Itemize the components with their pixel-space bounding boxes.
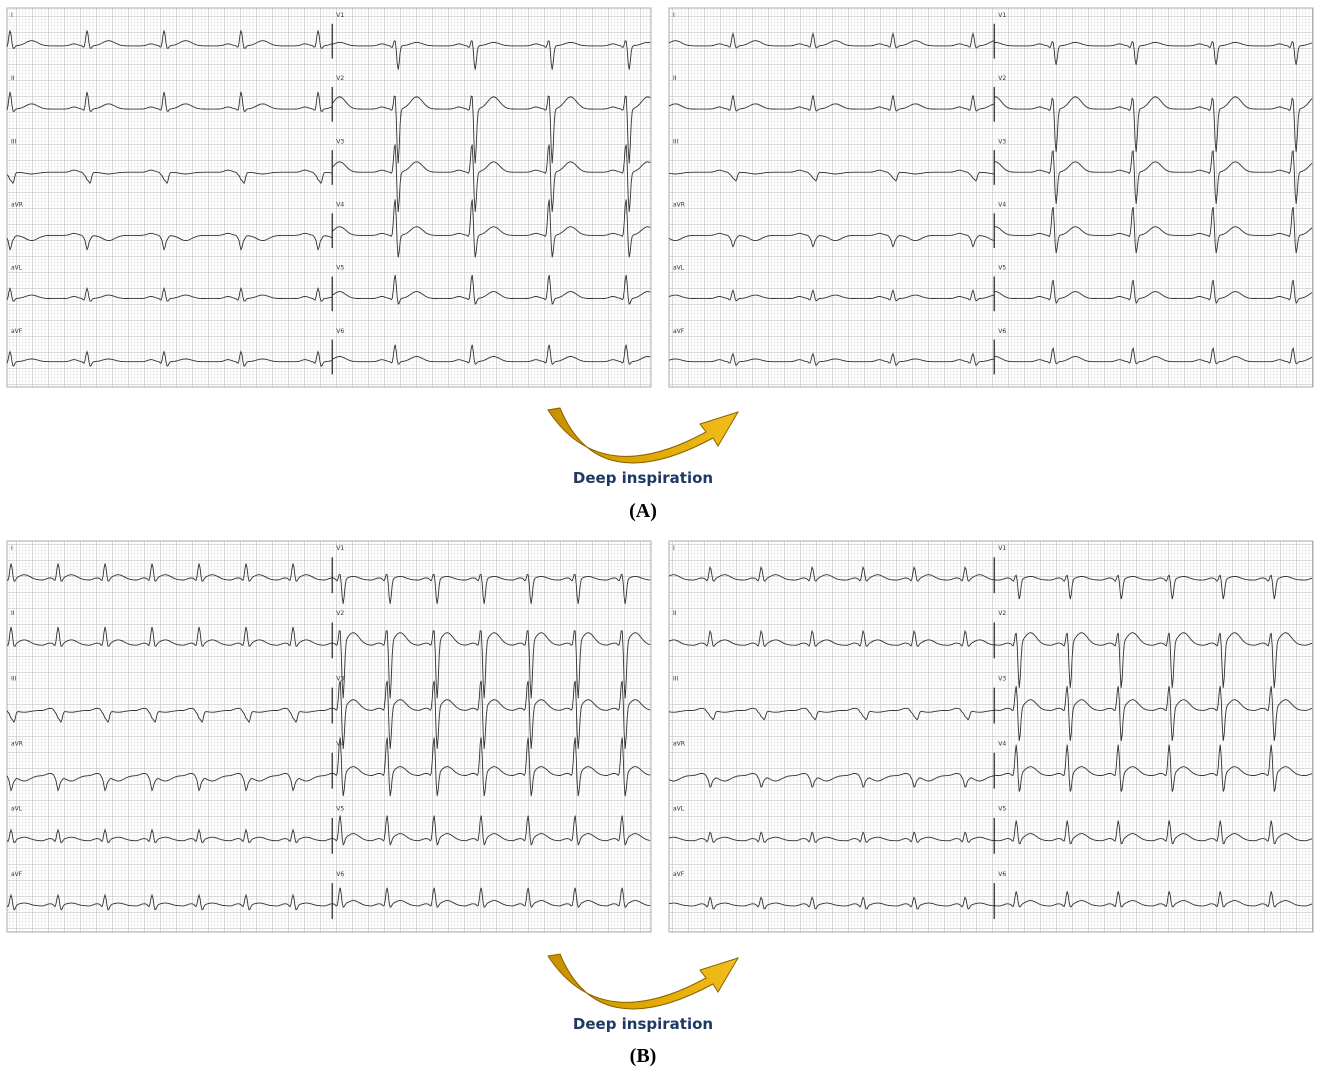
lead-label: V1 (998, 12, 1006, 19)
lead-label: V5 (998, 265, 1006, 272)
lead-label: III (673, 138, 679, 145)
lead-label: aVF (11, 328, 23, 335)
lead-label: aVL (673, 806, 685, 813)
lead-label: V2 (998, 610, 1006, 617)
lead-label: V3 (336, 138, 344, 145)
panel-label: (B) (630, 1045, 657, 1067)
panel-label: (A) (629, 500, 657, 522)
lead-label: II (11, 610, 15, 617)
lead-label: aVF (11, 871, 23, 878)
lead-label: aVR (673, 202, 685, 209)
lead-label: aVF (673, 871, 685, 878)
lead-label: V1 (336, 12, 344, 19)
ecg: I V1 II V2 III V3 aVR V4 aVL V5 aVF V6 (7, 541, 651, 932)
lead-label: V4 (998, 202, 1006, 209)
ecg-grid (7, 541, 651, 932)
lead-label: aVL (673, 265, 685, 272)
ecg-grid (669, 541, 1313, 932)
lead-label: I (673, 545, 675, 552)
lead-label: V1 (998, 545, 1006, 552)
arrow (548, 954, 738, 1009)
caption: Deep inspiration (573, 469, 713, 487)
lead-label: aVR (11, 202, 23, 209)
lead-label: aVL (11, 806, 23, 813)
lead-label: V3 (998, 675, 1006, 682)
lead-label: III (673, 675, 679, 682)
lead-label: I (11, 12, 13, 19)
lead-label: V5 (336, 806, 344, 813)
lead-label: V2 (336, 610, 344, 617)
lead-label: aVL (11, 265, 23, 272)
lead-label: V3 (998, 138, 1006, 145)
ecg: I V1 II V2 III V3 aVR V4 aVL V5 aVF V6 (669, 8, 1313, 387)
lead-label: I (673, 12, 675, 19)
figure: Deep inspiration (A) Deep inspiration (B… (0, 0, 1317, 1068)
lead-label: III (11, 138, 17, 145)
lead-label: aVR (11, 741, 23, 748)
lead-label: aVF (673, 328, 685, 335)
lead-label: II (673, 610, 677, 617)
lead-label: V4 (336, 741, 344, 748)
lead-label: II (11, 75, 15, 82)
lead-label: V6 (336, 328, 344, 335)
ecg: I V1 II V2 III V3 aVR V4 aVL V5 aVF V6 (669, 541, 1313, 932)
lead-label: V1 (336, 545, 344, 552)
arrow (548, 408, 738, 463)
lead-label: V6 (336, 871, 344, 878)
lead-label: V6 (998, 328, 1006, 335)
ecg-grid (7, 8, 651, 387)
lead-label: III (11, 675, 17, 682)
lead-label: V2 (998, 75, 1006, 82)
lead-label: V6 (998, 871, 1006, 878)
caption: Deep inspiration (573, 1015, 713, 1033)
lead-label: V5 (336, 265, 344, 272)
ecg: I V1 II V2 III V3 aVR V4 aVL V5 aVF V6 (7, 8, 651, 387)
lead-label: V4 (336, 202, 344, 209)
lead-label: aVR (673, 741, 685, 748)
lead-label: V2 (336, 75, 344, 82)
lead-label: I (11, 545, 13, 552)
lead-label: V3 (336, 675, 344, 682)
lead-label: V4 (998, 741, 1006, 748)
lead-label: V5 (998, 806, 1006, 813)
lead-label: II (673, 75, 677, 82)
